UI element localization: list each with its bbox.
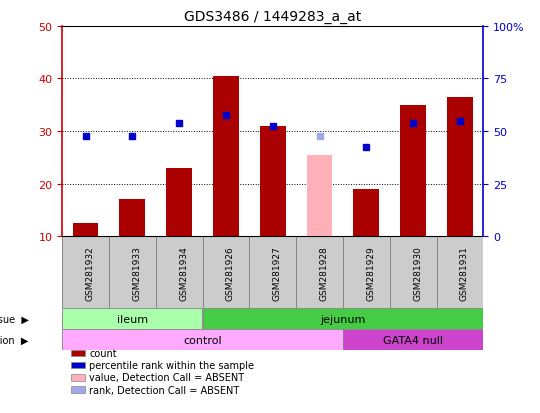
Text: GSM281926: GSM281926 xyxy=(226,245,235,300)
Bar xyxy=(447,97,473,237)
Text: genotype/variation  ▶: genotype/variation ▶ xyxy=(0,335,29,345)
Bar xyxy=(202,308,483,329)
Bar xyxy=(390,237,436,308)
Bar xyxy=(353,190,379,237)
Bar xyxy=(71,350,85,356)
Bar xyxy=(296,237,343,308)
Bar xyxy=(156,237,202,308)
Bar xyxy=(260,126,286,237)
Text: jejunum: jejunum xyxy=(320,314,366,324)
Text: control: control xyxy=(183,335,222,345)
Text: GSM281928: GSM281928 xyxy=(320,245,328,300)
Title: GDS3486 / 1449283_a_at: GDS3486 / 1449283_a_at xyxy=(184,10,361,24)
Text: count: count xyxy=(90,348,117,358)
Bar xyxy=(71,362,85,368)
Bar xyxy=(436,237,483,308)
Bar xyxy=(213,77,239,237)
Text: GATA4 null: GATA4 null xyxy=(383,335,443,345)
Bar xyxy=(307,155,333,237)
Bar xyxy=(249,237,296,308)
Text: GSM281932: GSM281932 xyxy=(85,245,94,300)
Bar xyxy=(119,200,145,237)
Bar xyxy=(62,237,109,308)
Bar xyxy=(109,237,156,308)
Bar xyxy=(71,387,85,393)
Text: ileum: ileum xyxy=(117,314,148,324)
Bar xyxy=(202,237,249,308)
Text: GSM281930: GSM281930 xyxy=(413,245,422,300)
Text: GSM281934: GSM281934 xyxy=(179,245,188,300)
Text: GSM281933: GSM281933 xyxy=(132,245,141,300)
Text: GSM281929: GSM281929 xyxy=(366,245,375,300)
Text: GSM281931: GSM281931 xyxy=(460,245,469,300)
Bar xyxy=(71,374,85,381)
Bar xyxy=(343,329,483,350)
Text: percentile rank within the sample: percentile rank within the sample xyxy=(90,360,254,370)
Bar xyxy=(62,308,202,329)
Bar xyxy=(72,223,98,237)
Text: rank, Detection Call = ABSENT: rank, Detection Call = ABSENT xyxy=(90,385,240,394)
Text: GSM281927: GSM281927 xyxy=(273,245,282,300)
Bar xyxy=(400,105,426,237)
Text: value, Detection Call = ABSENT: value, Detection Call = ABSENT xyxy=(90,373,245,382)
Bar xyxy=(62,329,343,350)
Bar xyxy=(343,237,390,308)
Bar xyxy=(166,169,192,237)
Text: tissue  ▶: tissue ▶ xyxy=(0,314,29,324)
